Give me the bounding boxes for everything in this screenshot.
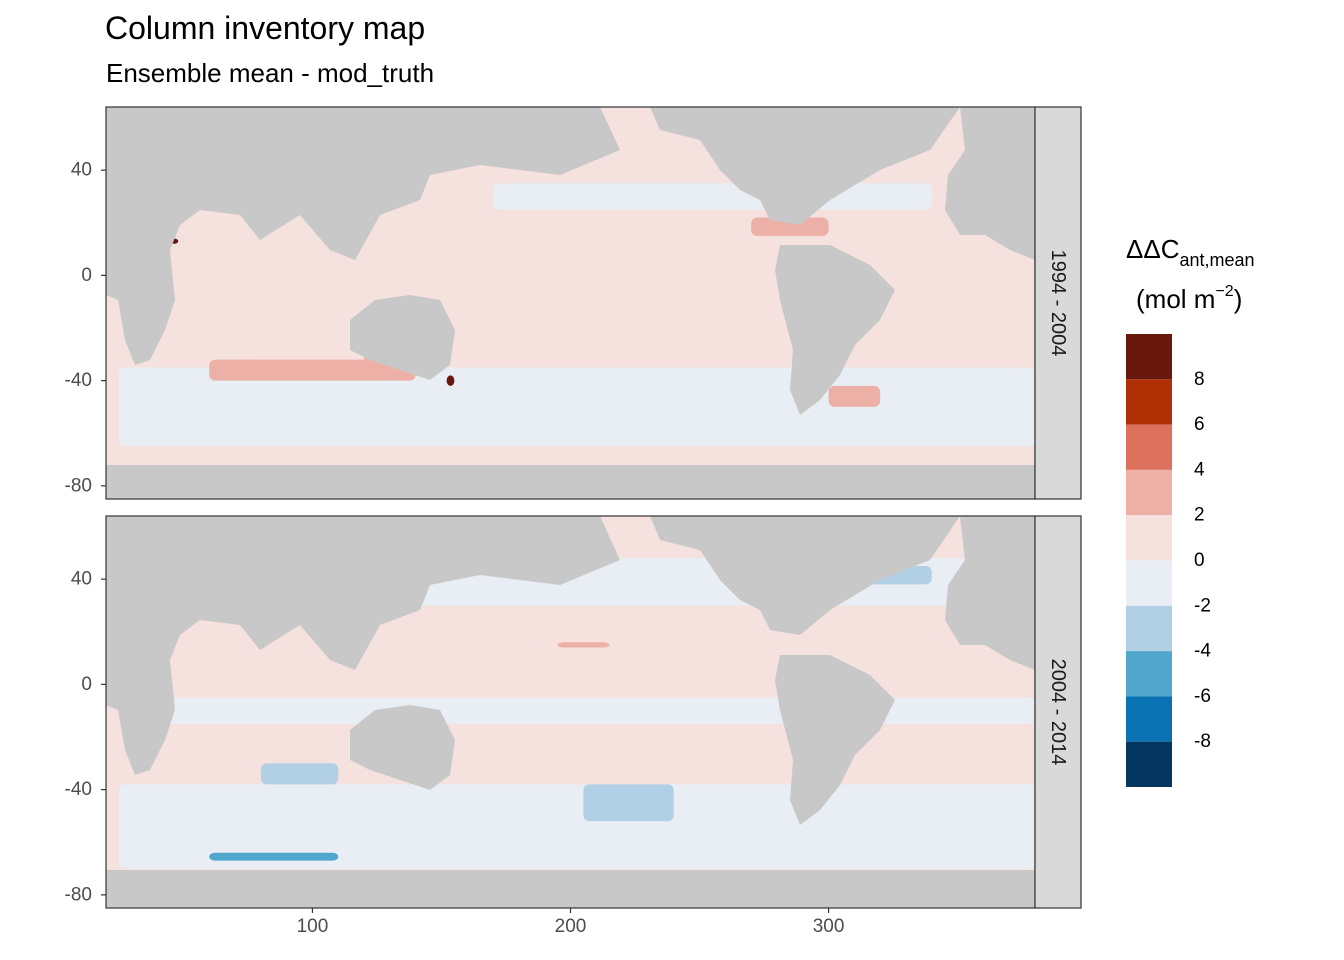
chart-subtitle: Ensemble mean - mod_truth xyxy=(106,58,435,88)
chart-title: Column inventory map xyxy=(105,10,426,46)
landmass-asia-east xyxy=(360,107,620,220)
y-tick-label: 0 xyxy=(81,265,92,286)
landmass-north-america xyxy=(650,516,960,635)
heatmap-region xyxy=(557,642,610,648)
heatmap-region xyxy=(260,763,339,785)
landmass-australia xyxy=(350,295,455,380)
legend-key xyxy=(1126,515,1172,561)
legend-tick-label: 8 xyxy=(1194,369,1205,390)
x-tick-label: 200 xyxy=(555,916,587,937)
legend-key xyxy=(1126,696,1172,742)
heatmap-region xyxy=(493,183,932,210)
legend-key xyxy=(1126,741,1172,787)
y-tick-label: 40 xyxy=(71,160,92,181)
y-tick-label: -40 xyxy=(65,779,92,800)
heatmap-region xyxy=(209,852,339,861)
strip-label-2004-2014: 2004 - 2014 xyxy=(1047,659,1069,766)
land-mask xyxy=(106,516,1035,908)
legend-key xyxy=(1126,424,1172,470)
strip-background xyxy=(1034,106,1082,500)
heatmap-region xyxy=(209,359,416,381)
legend-tick-label: 6 xyxy=(1194,414,1205,435)
legend-key xyxy=(1126,334,1172,380)
landmass-south-america xyxy=(775,245,895,415)
legend-tick-label: -6 xyxy=(1194,686,1211,707)
y-tick-label: -80 xyxy=(65,475,92,496)
legend-tick-label: 2 xyxy=(1194,505,1205,526)
legend-title: ΔΔCant,mean xyxy=(1126,234,1255,270)
heatmap-region xyxy=(828,385,881,407)
legend-key xyxy=(1126,469,1172,516)
heatmap-region xyxy=(751,217,829,236)
landmass-asia-east xyxy=(360,516,620,630)
legend-key xyxy=(1126,560,1172,606)
legend-key xyxy=(1126,651,1172,697)
landmass-north-america xyxy=(650,107,960,225)
legend-tick-label: 4 xyxy=(1194,459,1205,480)
map-panel-1994-2004: 1994 - 2004 xyxy=(105,106,1082,500)
landmass-antarctica xyxy=(106,870,1035,908)
land-mask xyxy=(106,107,1035,499)
landmass-europe-africa-east xyxy=(945,107,1035,260)
heatmap-region xyxy=(118,697,1035,724)
legend-tick-label: -8 xyxy=(1194,731,1211,752)
x-tick-label: 300 xyxy=(813,916,845,937)
landmass-australia xyxy=(350,705,455,790)
y-tick-label: -40 xyxy=(65,370,92,391)
landmass-africa xyxy=(106,107,440,365)
landmass-antarctica xyxy=(106,465,1035,499)
axes: 40 0 -40 -80 40 0 -40 -80 100 200 300 xyxy=(65,160,845,937)
landmass-south-america xyxy=(775,655,895,825)
heatmap-region xyxy=(583,784,674,822)
legend-tick-label: -4 xyxy=(1194,641,1211,662)
y-tick-label: 40 xyxy=(71,569,92,590)
legend: ΔΔCant,mean (mol m−2) 8 6 4 2 0 -2 -4 -6 -8 xyxy=(1126,234,1255,787)
strip-background xyxy=(1034,515,1082,909)
legend-tick-label: -2 xyxy=(1194,595,1211,616)
legend-key xyxy=(1126,605,1172,652)
y-tick-label: 0 xyxy=(81,674,92,695)
legend-unit: (mol m−2) xyxy=(1136,283,1242,314)
landmass-europe-africa-east xyxy=(945,516,1035,670)
y-tick-label: -80 xyxy=(65,884,92,905)
legend-tick-label: 0 xyxy=(1194,550,1205,571)
map-panel-2004-2014: 2004 - 2014 xyxy=(105,515,1082,909)
landmass-africa xyxy=(106,516,440,775)
strip-label-1994-2004: 1994 - 2004 xyxy=(1047,250,1069,357)
x-tick-label: 100 xyxy=(297,916,329,937)
heatmap-region xyxy=(446,375,455,386)
legend-key xyxy=(1126,379,1172,425)
